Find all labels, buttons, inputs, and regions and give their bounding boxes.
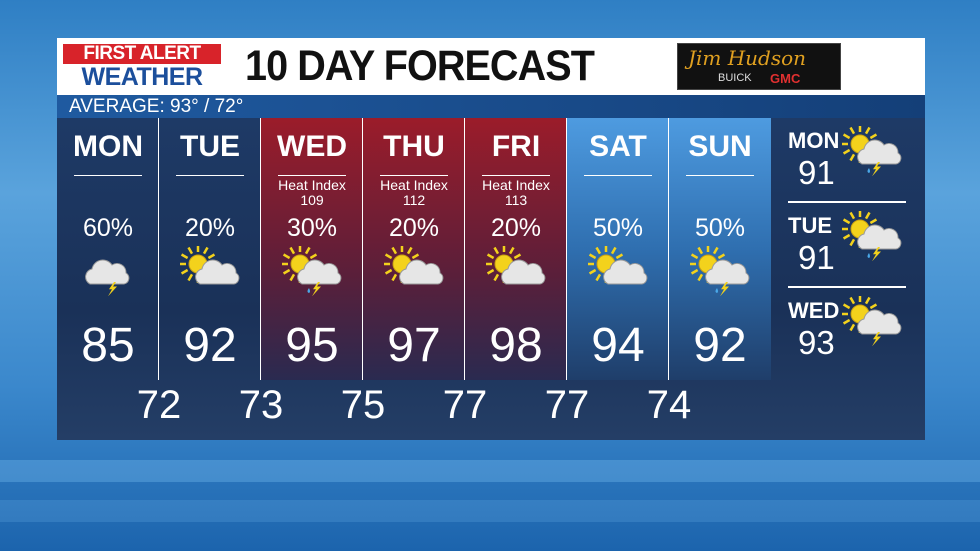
divider: [380, 175, 448, 176]
heat-index-label: Heat Index: [482, 177, 550, 193]
background-stripe: [0, 460, 980, 482]
divider: [74, 175, 142, 176]
precip-chance: 20%: [388, 214, 440, 242]
column-divider: [464, 118, 465, 380]
extended-day-tue: TUE 91: [772, 203, 925, 288]
divider: [686, 175, 754, 176]
logo-line1: FIRST ALERT: [63, 44, 221, 64]
divider: [584, 175, 652, 176]
low-temp: 77: [442, 383, 488, 427]
heat-index-value: 109: [300, 192, 324, 208]
precip-chance: 50%: [694, 214, 746, 242]
divider: [788, 286, 906, 288]
day-column-sat: SAT 50% 94: [567, 118, 669, 380]
day-column-sun: SUN 50% 92: [669, 118, 771, 380]
column-divider: [566, 118, 567, 380]
low-temp: 77: [544, 383, 590, 427]
high-temp: 85: [81, 319, 135, 372]
heat-index-value: 112: [402, 192, 426, 208]
cloud-lightning-icon: [85, 259, 130, 296]
precip-chance: 60%: [82, 214, 134, 242]
heat-index-value: 113: [504, 192, 528, 208]
low-temp: 74: [646, 383, 692, 427]
heat-index-label: Heat Index: [278, 177, 346, 193]
sponsor-brand-gmc: GMC: [770, 71, 801, 86]
low-temp: 72: [136, 383, 182, 427]
extended-day-mon: MON 91: [772, 118, 925, 203]
heat-index-label: Heat Index: [380, 177, 448, 193]
sponsor-logo: Jim Hudson BUICK GMC: [677, 43, 841, 90]
sun-cloud-icon: [588, 246, 648, 285]
background-stripe: [0, 500, 980, 522]
high-temp: 92: [693, 319, 747, 372]
high-temp: 91: [798, 154, 835, 191]
high-temp: 92: [183, 319, 237, 372]
divider: [482, 175, 550, 176]
sun-cloud-icon: [384, 246, 444, 285]
day-name: THU: [383, 130, 445, 163]
page-title: 10 DAY FORECAST: [245, 42, 595, 90]
divider: [278, 175, 346, 176]
column-divider: [668, 118, 669, 380]
sun-cloud-lightning-icon: [842, 296, 902, 346]
heat-index: Heat Index 109: [261, 178, 363, 208]
high-temp: 97: [387, 319, 441, 372]
sun-cloud-storm-icon: [842, 211, 902, 261]
sun-cloud-storm-icon: [282, 246, 342, 296]
high-temp: 93: [798, 324, 835, 361]
first-alert-weather-logo: FIRST ALERT WEATHER: [63, 44, 221, 90]
day-column-thu: THU Heat Index 112 20% 97: [363, 118, 465, 380]
divider: [788, 201, 906, 203]
precip-chance: 20%: [490, 214, 542, 242]
column-divider: [362, 118, 363, 380]
day-column-wed: WED Heat Index 109 30% 95: [261, 118, 363, 380]
forecast-panel: MON 60% 85 TUE 20% 92 WED Heat Index 109 …: [57, 118, 925, 440]
day-name: WED: [788, 298, 840, 323]
high-temp: 91: [798, 239, 835, 276]
day-name: MON: [788, 128, 840, 153]
precip-chance: 20%: [184, 214, 236, 242]
day-name: SUN: [688, 130, 752, 163]
day-column-fri: FRI Heat Index 113 20% 98: [465, 118, 567, 380]
extended-day-wed: WED 93: [772, 288, 925, 373]
day-name: TUE: [788, 213, 832, 238]
day-name: FRI: [491, 130, 541, 163]
sun-cloud-storm-icon: [690, 246, 750, 296]
high-temp: 98: [489, 319, 543, 372]
day-name: SAT: [589, 130, 647, 163]
precip-chance: 50%: [592, 214, 644, 242]
sun-cloud-storm-icon: [842, 126, 902, 176]
logo-line2: WEATHER: [81, 63, 203, 91]
header: FIRST ALERT WEATHER 10 DAY FORECAST Jim …: [57, 38, 925, 95]
day-column-mon: MON 60% 85: [57, 118, 159, 380]
sponsor-signature: Jim Hudson: [688, 46, 807, 70]
sun-cloud-icon: [486, 246, 546, 285]
precip-chance: 30%: [286, 214, 338, 242]
average-temps: AVERAGE: 93° / 72°: [57, 95, 925, 118]
sponsor-brand-buick: BUICK: [718, 72, 752, 84]
day-column-tue: TUE 20% 92: [159, 118, 261, 380]
column-divider: [260, 118, 261, 380]
divider: [176, 175, 244, 176]
day-name: MON: [73, 130, 143, 163]
day-name: WED: [277, 130, 347, 163]
low-temp: 73: [238, 383, 284, 427]
high-temp: 94: [591, 319, 645, 372]
heat-index: Heat Index 112: [363, 178, 465, 208]
sun-cloud-icon: [180, 246, 240, 285]
low-temp: 75: [340, 383, 386, 427]
heat-index: Heat Index 113: [465, 178, 567, 208]
high-temp: 95: [285, 319, 339, 372]
column-divider: [158, 118, 159, 380]
day-name: TUE: [180, 130, 240, 163]
